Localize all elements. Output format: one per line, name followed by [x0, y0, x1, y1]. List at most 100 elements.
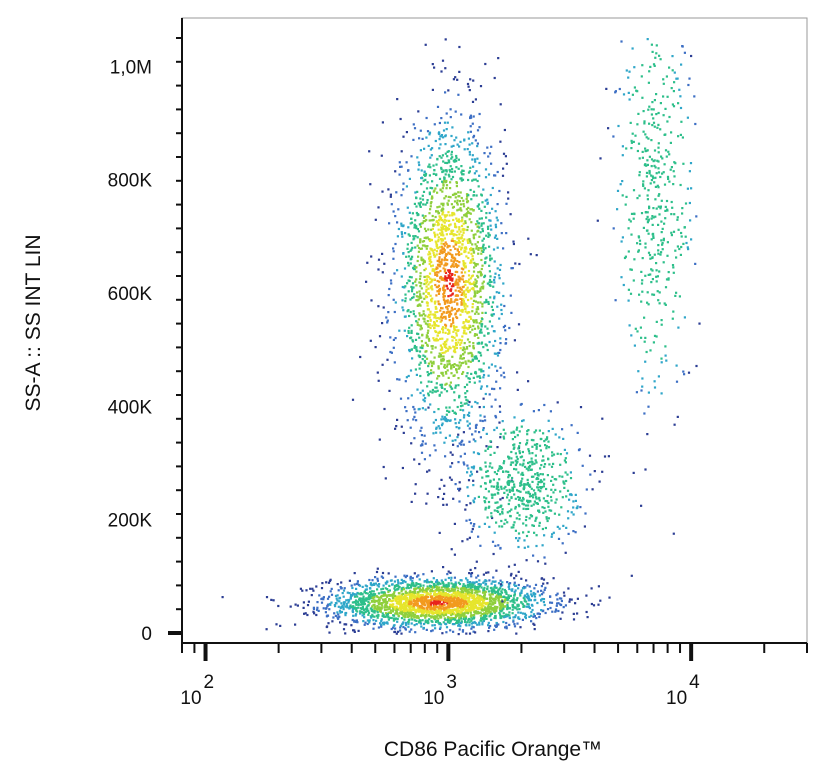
- event-dot: [483, 593, 486, 596]
- event-dot: [450, 178, 453, 181]
- event-dot: [452, 497, 455, 500]
- event-dot: [438, 138, 441, 141]
- event-dot: [386, 321, 389, 324]
- event-dot: [462, 260, 465, 263]
- event-dot: [539, 490, 542, 493]
- event-dot: [521, 612, 525, 615]
- event-dot: [325, 607, 328, 610]
- event-dot: [460, 610, 463, 613]
- event-dot: [448, 406, 451, 409]
- event-dot: [486, 146, 489, 149]
- event-dot: [405, 574, 409, 577]
- event-dot: [461, 540, 464, 543]
- event-dot: [460, 113, 463, 116]
- event-dot: [438, 263, 441, 266]
- event-dot: [410, 276, 413, 279]
- event-dot: [421, 612, 424, 615]
- event-dot: [441, 581, 444, 584]
- event-dot: [413, 437, 416, 440]
- event-dot: [370, 299, 373, 302]
- event-dot: [487, 374, 490, 377]
- event-dot: [489, 284, 492, 287]
- event-dot: [542, 591, 545, 594]
- event-dot: [463, 238, 466, 241]
- event-dot: [415, 595, 418, 598]
- event-dot: [523, 595, 526, 598]
- event-dot: [393, 587, 396, 590]
- event-dot: [459, 290, 462, 293]
- event-dot: [426, 335, 429, 338]
- event-dot: [454, 581, 457, 584]
- event-dot: [383, 606, 386, 609]
- event-dot: [502, 152, 506, 155]
- event-dot: [454, 196, 457, 199]
- event-dot: [426, 593, 429, 596]
- event-dot: [465, 255, 468, 258]
- event-dot: [444, 241, 447, 244]
- event-dot: [459, 207, 462, 210]
- event-dot: [561, 496, 564, 499]
- event-dot: [381, 252, 384, 255]
- event-dot: [424, 43, 427, 46]
- event-dot: [431, 388, 434, 392]
- event-dot: [488, 219, 491, 222]
- event-dot: [444, 317, 447, 320]
- event-dot: [513, 625, 517, 628]
- event-dot: [463, 326, 466, 330]
- event-dot: [417, 574, 420, 577]
- event-dot: [272, 599, 275, 602]
- event-dot: [395, 632, 398, 635]
- event-dot: [477, 596, 480, 599]
- event-dot: [438, 615, 441, 618]
- event-dot: [486, 516, 489, 519]
- event-dot: [463, 250, 466, 254]
- event-dot: [434, 271, 437, 274]
- event-dot: [466, 383, 469, 386]
- event-dot: [388, 598, 391, 601]
- event-dot: [446, 203, 449, 206]
- event-dot: [381, 576, 385, 579]
- event-dot: [370, 255, 373, 258]
- event-dot: [441, 239, 445, 242]
- event-dot: [425, 247, 428, 250]
- event-dot: [489, 605, 492, 608]
- event-dot: [470, 221, 473, 224]
- event-dot: [413, 597, 416, 600]
- event-dot: [454, 412, 457, 415]
- event-dot: [477, 247, 480, 250]
- event-dot: [499, 436, 502, 439]
- event-dot: [416, 388, 419, 391]
- event-dot: [475, 319, 478, 322]
- event-dot: [451, 232, 454, 235]
- event-dot: [455, 620, 458, 623]
- event-dot: [383, 594, 386, 597]
- event-dot: [440, 166, 443, 169]
- event-dot: [476, 587, 479, 590]
- event-dot: [441, 258, 444, 261]
- event-dot: [552, 577, 555, 580]
- event-dot: [437, 621, 440, 624]
- event-dot: [477, 601, 480, 604]
- event-dot: [450, 603, 453, 606]
- event-dot: [452, 443, 455, 446]
- event-dot: [518, 505, 521, 508]
- event-dot: [505, 621, 508, 625]
- event-dot: [344, 612, 347, 615]
- event-dot: [441, 351, 444, 355]
- event-dot: [430, 197, 433, 200]
- event-dot: [437, 597, 440, 600]
- event-dot: [489, 275, 492, 278]
- event-dot: [438, 627, 442, 630]
- event-dot: [485, 475, 488, 478]
- event-dot: [430, 261, 433, 264]
- event-dot: [362, 611, 365, 614]
- event-dot: [444, 173, 447, 176]
- event-dot: [448, 345, 451, 348]
- event-dot: [438, 317, 441, 320]
- event-dot: [428, 131, 432, 134]
- event-dot: [450, 259, 453, 262]
- event-dot: [451, 214, 454, 217]
- event-dot: [443, 249, 446, 252]
- event-dot: [342, 606, 345, 609]
- event-dot: [417, 255, 420, 258]
